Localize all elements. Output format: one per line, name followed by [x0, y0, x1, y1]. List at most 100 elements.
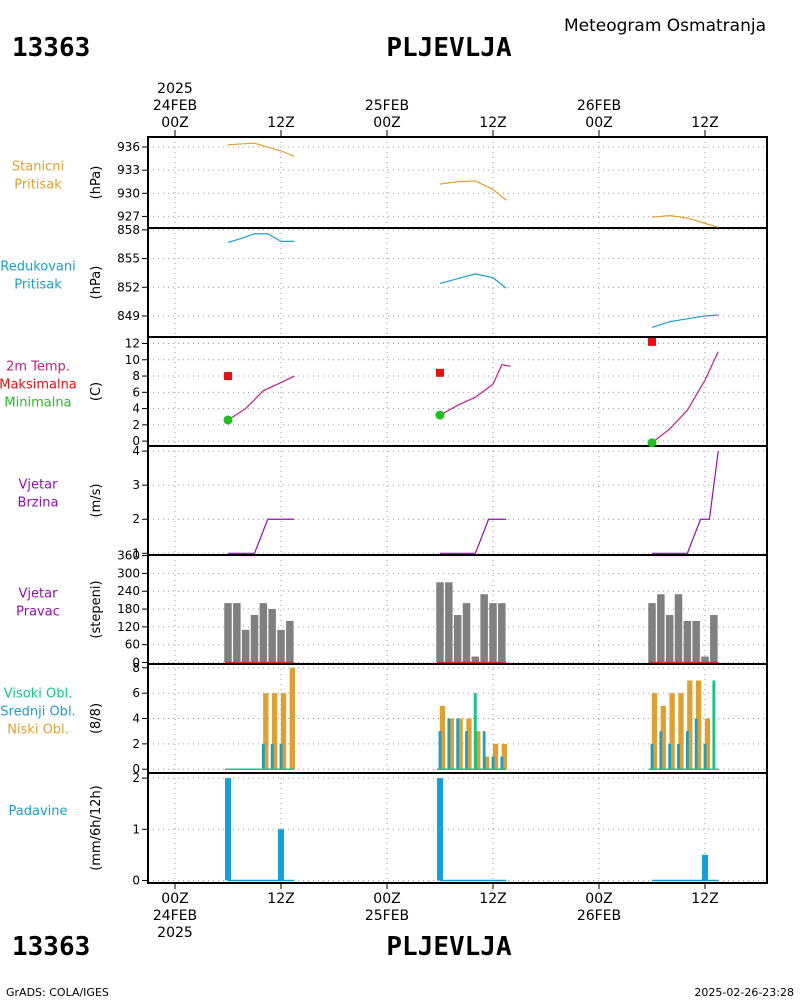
temperature-ytick-label: 10: [125, 353, 140, 367]
mid-cloud-bar: [500, 756, 504, 770]
reduced-pressure-ytick-label: 852: [117, 280, 140, 294]
tmax-marker: [648, 337, 656, 346]
panels-layer: 927 930 933 936 Stanicni Pritisak (hPa) 849 852 8…: [0, 136, 768, 887]
low-cloud-bar: [271, 693, 278, 770]
mid-cloud-bar: [261, 743, 265, 770]
data-layer: [223, 142, 719, 882]
bottom-axis-date: 26FEB: [577, 908, 621, 924]
wind-speed-ytick-label: 1: [132, 546, 140, 560]
wind-direction-bar: [710, 614, 718, 663]
clouds-ytick-label: 4: [132, 712, 140, 726]
top-axis-hour: 12Z: [479, 115, 506, 131]
wind-direction-bar: [224, 603, 232, 663]
temperature-ytick-label: 2: [132, 418, 140, 432]
grid-layer: [148, 137, 767, 883]
precip-bar: [278, 829, 284, 881]
temperature-unit-label: (C): [89, 382, 104, 401]
timestamp-text: 2025-02-26-23:28: [694, 986, 794, 999]
clouds-unit-label: (8/8): [89, 703, 104, 734]
mid-cloud-bar: [694, 718, 698, 770]
precipitation-ytick-label: 1: [132, 822, 140, 836]
precipitation-unit-label: (mm/6h/12h): [89, 785, 104, 871]
station-pressure-label: Stanicni: [12, 160, 64, 175]
mid-cloud-bar: [491, 756, 495, 770]
mid-cloud-bar: [465, 731, 468, 770]
reduced-pressure-unit-label: (hPa): [89, 266, 104, 300]
bottom-axis-hour: 12Z: [267, 891, 294, 907]
wind-speed-frame: [147, 445, 768, 556]
station-id-top: 13363: [12, 33, 90, 63]
wind-direction-ytick-label: 300: [117, 566, 140, 580]
clouds-label: Visoki Obl.: [4, 687, 72, 702]
wind-direction-bar: [665, 614, 674, 663]
low-cloud-bar: [457, 718, 463, 770]
reduced-pressure-series-line: [227, 233, 295, 243]
reduced-pressure-label: Pritisak: [14, 278, 62, 293]
precip-bar: [437, 778, 443, 881]
clouds-ytick-label: 6: [132, 686, 140, 700]
wind-speed-unit-label: (m/s): [89, 484, 104, 518]
tmin-marker: [647, 438, 657, 448]
low-cloud-bar: [651, 693, 658, 770]
bottom-axis-hour: 00Z: [161, 891, 188, 907]
wind-speed-label: Vjetar: [19, 478, 59, 493]
low-cloud-bar: [439, 705, 446, 770]
credit-text: GrADS: COLA/IGES: [6, 986, 109, 999]
wind-direction-bar: [436, 582, 444, 663]
clouds-label: Srednji Obl.: [0, 705, 75, 720]
wind-speed-ytick-label: 2: [132, 512, 140, 526]
top-axis-hour: 00Z: [161, 115, 188, 131]
low-cloud-bar: [501, 743, 507, 770]
temperature-frame: [147, 336, 768, 447]
top-axis-hour: 12Z: [267, 115, 294, 131]
wind-direction-bar: [674, 594, 683, 663]
tmax-marker: [436, 368, 444, 377]
station-id-bottom: 13363: [12, 932, 90, 962]
low-cloud-bar: [687, 680, 693, 770]
mid-cloud-bar: [703, 743, 707, 770]
mid-cloud-bar: [482, 731, 486, 770]
station-pressure-series-line: [439, 180, 507, 201]
precipitation-label: Padavine: [9, 804, 68, 819]
top-axis-hour: 00Z: [585, 115, 612, 131]
low-cloud-bar: [695, 680, 702, 770]
low-cloud-bar: [483, 756, 490, 770]
wind-direction-bar: [480, 594, 488, 663]
clouds-ytick-label: 0: [132, 762, 140, 776]
wind-direction-bar: [489, 603, 497, 663]
temperature-ytick-label: 12: [125, 337, 140, 351]
bottom-axis-date: 24FEB: [153, 908, 197, 924]
wind-direction-bar: [683, 620, 692, 663]
station-pressure-ytick-label: 933: [117, 163, 140, 177]
wind-direction-unit-label: (stepeni): [89, 580, 104, 638]
tmin-marker: [223, 415, 233, 425]
temperature-series-line: [439, 363, 511, 416]
low-cloud-bar: [704, 718, 711, 770]
temperature-ytick-label: 0: [132, 434, 140, 448]
mid-cloud-bar: [677, 743, 680, 770]
precipitation-ytick-label: 0: [132, 873, 140, 887]
mid-cloud-bar: [447, 718, 451, 770]
high-cloud-bar: [473, 693, 477, 770]
temperature-ytick-label: 6: [132, 385, 140, 399]
wind-direction-bar: [259, 603, 268, 663]
top-axis-hour: 00Z: [373, 115, 400, 131]
station-pressure-ytick-label: 936: [117, 140, 140, 154]
low-cloud-bar: [466, 718, 472, 770]
mid-cloud-bar: [685, 731, 689, 770]
bottom-axis-hour: 00Z: [373, 891, 400, 907]
top-axis-year: 2025: [157, 81, 193, 97]
temperature-ytick-label: 8: [132, 369, 140, 383]
wind-direction-bar: [462, 603, 471, 663]
tmin-marker: [435, 410, 445, 420]
wind-direction-ytick-label: 60: [125, 638, 140, 652]
low-cloud-bar: [669, 693, 675, 770]
wind-speed-label: Brzina: [18, 496, 59, 511]
wind-direction-bar: [286, 620, 294, 663]
wind-direction-bar: [453, 614, 462, 663]
high-cloud-bar: [712, 680, 716, 770]
wind-direction-bar: [657, 594, 665, 663]
top-axis-date: 25FEB: [365, 98, 409, 114]
low-cloud-bar: [660, 705, 666, 770]
wind-direction-ytick-label: 0: [132, 656, 140, 670]
